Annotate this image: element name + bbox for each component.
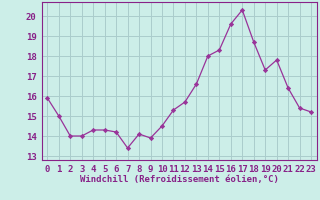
X-axis label: Windchill (Refroidissement éolien,°C): Windchill (Refroidissement éolien,°C): [80, 175, 279, 184]
